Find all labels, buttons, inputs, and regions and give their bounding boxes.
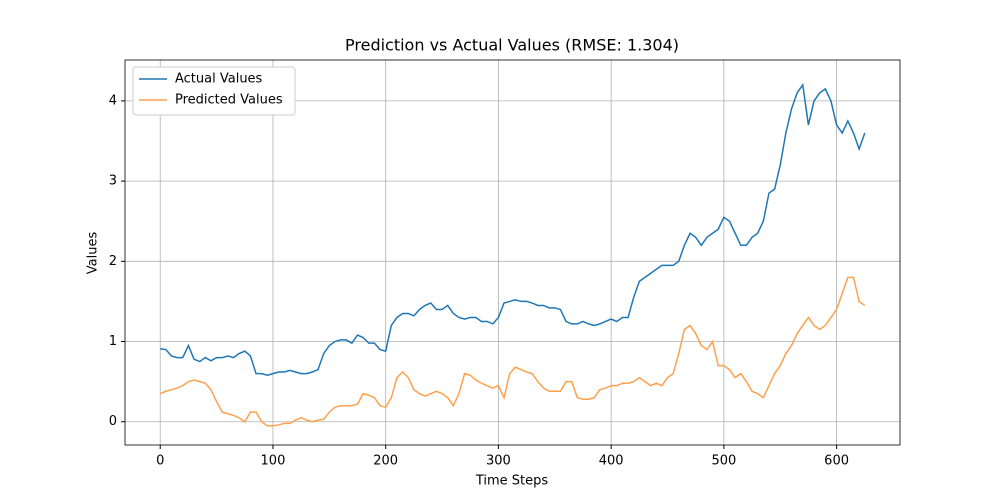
chart-title: Prediction vs Actual Values (RMSE: 1.304… (345, 36, 679, 55)
y-tick-label: 3 (109, 174, 117, 189)
data-line (160, 82, 866, 377)
y-axis-label: Values (86, 232, 101, 275)
legend-label: Predicted Values (175, 93, 283, 108)
x-axis-label: Time Steps (475, 474, 549, 489)
x-tick-label: 0 (156, 454, 164, 469)
x-tick-label: 500 (711, 454, 736, 469)
data-line (159, 276, 866, 427)
x-tick-label: 600 (824, 454, 849, 469)
legend-box (132, 66, 296, 116)
x-tick-label: 300 (486, 454, 511, 469)
y-tick-label: 0 (109, 414, 117, 429)
plot-frame (124, 59, 901, 446)
y-tick-label: 1 (109, 334, 117, 349)
x-tick-label: 200 (373, 454, 398, 469)
legend-label: Actual Values (175, 72, 263, 87)
y-tick-label: 4 (109, 93, 117, 108)
y-tick-label: 2 (109, 254, 117, 269)
x-tick-label: 400 (599, 454, 624, 469)
x-tick-label: 100 (261, 454, 286, 469)
